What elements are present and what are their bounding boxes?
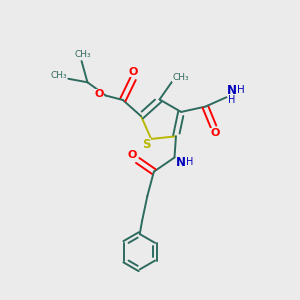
Text: H: H	[237, 85, 245, 94]
Text: CH₃: CH₃	[75, 50, 91, 59]
Text: N: N	[176, 156, 186, 169]
Text: N: N	[227, 84, 237, 97]
Text: H: H	[185, 157, 193, 166]
Text: CH₃: CH₃	[51, 71, 67, 80]
Text: H: H	[228, 95, 236, 105]
Text: CH₃: CH₃	[172, 73, 189, 82]
Text: O: O	[128, 67, 138, 77]
Text: O: O	[127, 150, 136, 160]
Text: O: O	[94, 89, 104, 99]
Text: S: S	[142, 138, 151, 151]
Text: O: O	[210, 128, 220, 138]
